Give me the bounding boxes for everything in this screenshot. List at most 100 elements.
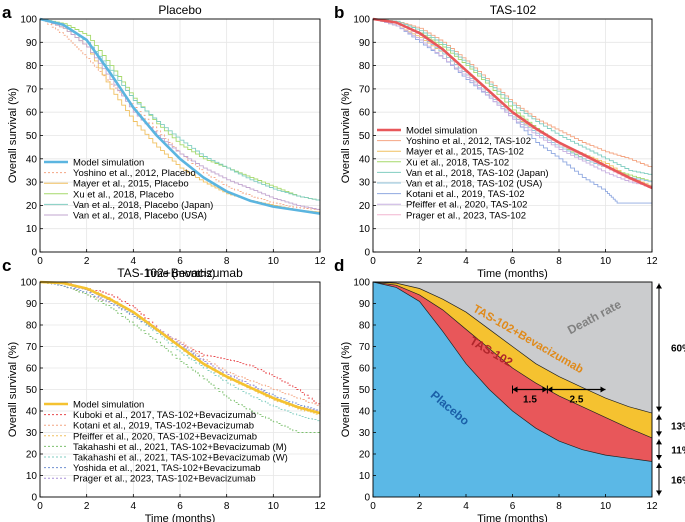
panel-c-plot: 0 2 4 6 8 10 12 0 10 20 30 40 50 60 70 80 90 100 Time (mon…	[7, 278, 326, 522]
gain-arrow-label-0: 1.5	[523, 395, 537, 406]
y-tick-label: 30	[26, 178, 38, 189]
gain-arrow-head-left-0	[512, 386, 518, 393]
y-tick-label: 60	[359, 364, 371, 375]
y-tick-label: 50	[359, 131, 371, 142]
x-tick-label: 0	[370, 501, 376, 512]
x-tick-label: 4	[131, 256, 137, 267]
x-tick-label: 12	[646, 501, 658, 512]
x-tick-label: 2	[84, 256, 90, 267]
gain-arrow-label-1: 2.5	[569, 395, 583, 406]
x-axis-label: Time (months)	[477, 513, 548, 522]
y-tick-label: 20	[26, 201, 38, 212]
gain-arrow-head-left-1	[547, 386, 553, 393]
x-tick-label: 10	[268, 501, 280, 512]
legend-label-3: Van et al., 2018, TAS-102 (Japan)	[406, 168, 549, 179]
y-tick-label: 90	[359, 299, 371, 310]
y-tick-label: 100	[353, 15, 370, 26]
x-tick-label: 8	[224, 501, 230, 512]
x-tick-label: 10	[268, 256, 280, 267]
panel-b-plot: 0 2 4 6 8 10 12 0 10 20 30 40 50 60 70 80 90 100 Time (mon…	[340, 15, 658, 281]
legend-label-7: Prager et al., 2023, TAS-102	[406, 210, 526, 221]
x-tick-label: 8	[224, 256, 230, 267]
series-line-3	[40, 281, 320, 433]
y-tick-label: 80	[359, 321, 371, 332]
x-tick-label: 6	[510, 256, 516, 267]
area-boundary-0	[372, 281, 653, 462]
legend-label-2: Xu et al., 2018, TAS-102	[406, 157, 509, 168]
x-tick-label: 4	[463, 501, 469, 512]
legend-label-3: Takahashi et al., 2021, TAS-102+Bevacizu…	[73, 442, 287, 453]
series-line-3	[373, 18, 653, 176]
legend-model-label: Model simulation	[406, 126, 477, 137]
x-tick-label: 2	[417, 256, 423, 267]
bracket-head-bottom-0	[656, 406, 662, 412]
plot-frame	[372, 18, 653, 253]
series-line-6	[373, 18, 653, 187]
x-tick-label: 6	[510, 501, 516, 512]
y-tick-label: 40	[359, 407, 371, 418]
legend-label-1: Mayer et al., 2015, Placebo	[73, 179, 189, 190]
legend-label-1: Kotani et al., 2019, TAS-102+Bevacizumab	[73, 421, 254, 432]
bracket-label-3: 16%	[671, 475, 685, 486]
legend-label-2: Pfeiffer et al., 2020, TAS-102+Bevacizum…	[73, 431, 257, 442]
y-tick-label: 20	[26, 450, 38, 461]
gain-arrow-head-right-1	[600, 386, 606, 393]
y-tick-label: 30	[26, 428, 38, 439]
series-line-7	[373, 18, 653, 190]
legend-label-4: Van et al., 2018, Placebo (USA)	[73, 211, 207, 222]
y-tick-label: 30	[359, 178, 371, 189]
series-line-0	[40, 18, 321, 211]
x-tick-label: 0	[37, 501, 43, 512]
panel-a-letter: a	[2, 3, 12, 22]
plot-frame	[39, 281, 321, 498]
y-axis-label: Overall survival (%)	[340, 342, 352, 437]
panel-c-title: TAS-102+Bevacizumab	[117, 266, 243, 280]
y-tick-label: 40	[359, 154, 371, 165]
x-tick-label: 0	[370, 256, 376, 267]
y-tick-label: 10	[26, 224, 38, 235]
bracket-head-top-0	[656, 283, 662, 289]
legend-label-0: Yoshino et al., 2012, Placebo	[73, 168, 196, 179]
panel-a-title: Placebo	[158, 3, 202, 17]
model-simulation-line	[39, 280, 321, 415]
y-tick-label: 60	[359, 108, 371, 119]
x-tick-label: 4	[131, 501, 137, 512]
death-rate-area	[373, 282, 652, 414]
bracket-head-bottom-2	[656, 455, 662, 461]
x-tick-label: 12	[314, 256, 326, 267]
y-axis-label: Overall survival (%)	[340, 88, 352, 183]
model-simulation-line	[372, 17, 653, 190]
y-tick-label: 20	[359, 450, 371, 461]
panel-a-plot: 0 2 4 6 8 10 12 0 10 20 30 40 50 60 70 80 90 100 Time (mon…	[7, 15, 326, 281]
y-tick-label: 0	[31, 248, 37, 259]
y-tick-label: 70	[359, 342, 371, 353]
y-tick-label: 30	[359, 428, 371, 439]
legend-label-5: Kotani et al., 2019, TAS-102	[406, 189, 524, 200]
y-tick-label: 50	[26, 131, 38, 142]
y-axis-label: Overall survival (%)	[7, 88, 19, 183]
y-tick-label: 80	[26, 321, 38, 332]
x-axis-label: Time (months)	[477, 268, 548, 280]
y-tick-label: 0	[31, 493, 37, 504]
legend-label-6: Prager et al., 2023, TAS-102+Bevacizumab	[73, 474, 256, 485]
y-tick-label: 70	[359, 84, 371, 95]
x-tick-label: 10	[600, 256, 612, 267]
y-tick-label: 90	[359, 38, 371, 49]
x-tick-label: 10	[600, 501, 612, 512]
series-line-3	[40, 18, 321, 201]
y-tick-label: 50	[26, 385, 38, 396]
series-line-4	[40, 281, 321, 422]
bracket-head-bottom-1	[656, 431, 662, 437]
y-tick-label: 80	[359, 61, 371, 72]
legend-model-label: Model simulation	[73, 400, 144, 411]
x-tick-label: 4	[463, 256, 469, 267]
y-tick-label: 0	[364, 248, 370, 259]
legend-label-5: Yoshida et al., 2021, TAS-102+Bevacizuma…	[73, 463, 261, 474]
plot-frame	[39, 18, 321, 253]
x-tick-label: 8	[556, 501, 562, 512]
y-tick-label: 40	[26, 407, 38, 418]
y-tick-label: 100	[20, 15, 37, 26]
x-axis-label: Time (months)	[145, 513, 216, 522]
legend-label-2: Xu et al., 2018, Placebo	[73, 189, 174, 200]
